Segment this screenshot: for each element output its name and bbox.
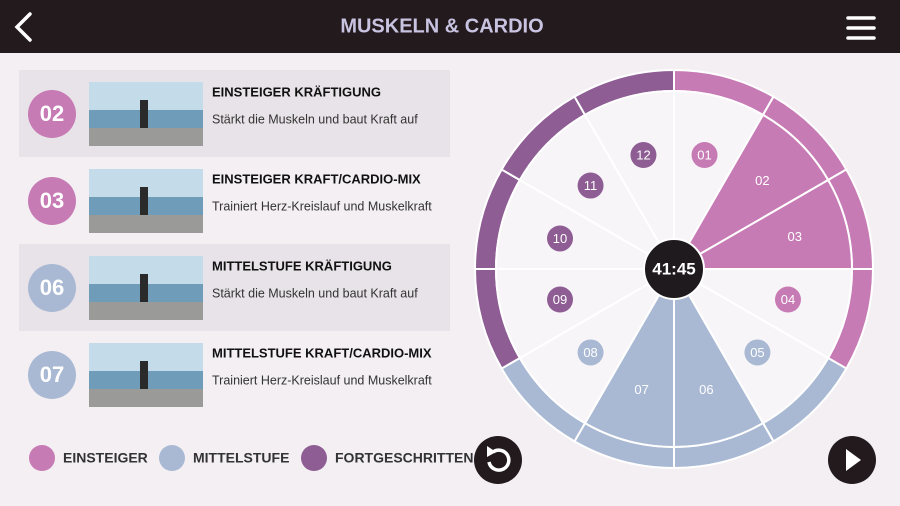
workout-item[interactable]: 07 MITTELSTUFE KRAFT/CARDIO-MIX Trainiert … bbox=[19, 331, 450, 418]
wheel-segment[interactable] bbox=[670, 178, 854, 270]
header-title: MUSKELN & CARDIO bbox=[340, 15, 543, 37]
wheel-segment[interactable] bbox=[583, 265, 675, 449]
item-subtitle: Stärkt die Muskeln und baut Kraft auf bbox=[212, 112, 418, 126]
legend-dot bbox=[159, 445, 185, 471]
play-button[interactable] bbox=[828, 436, 876, 484]
segment-badge bbox=[774, 286, 801, 313]
legend-label: MITTELSTUFE bbox=[193, 450, 289, 466]
segment-number: 02 bbox=[755, 173, 769, 188]
timer-circle bbox=[643, 238, 705, 300]
segment-badge bbox=[577, 172, 604, 199]
segment-number: 01 bbox=[697, 147, 711, 162]
item-title: MITTELSTUFE KRÄFTIGUNG bbox=[212, 258, 392, 273]
segment-number: 05 bbox=[750, 345, 764, 360]
workout-item[interactable]: 06 MITTELSTUFE KRÄFTIGUNG Stärkt die Muske… bbox=[19, 244, 450, 331]
segment-number: 09 bbox=[553, 292, 567, 307]
legend-label: EINSTEIGER bbox=[63, 450, 148, 466]
item-badge bbox=[28, 90, 76, 138]
replay-button[interactable] bbox=[474, 436, 522, 484]
segment-number: 04 bbox=[781, 292, 795, 307]
item-number: 07 bbox=[40, 362, 64, 387]
segment-badge bbox=[630, 142, 657, 169]
segment-number: 07 bbox=[634, 382, 648, 397]
legend-label: FORTGESCHRITTEN bbox=[335, 450, 473, 466]
thumb-person bbox=[140, 100, 148, 128]
item-badge bbox=[28, 264, 76, 312]
back-button[interactable] bbox=[14, 12, 32, 42]
wheel-segment[interactable] bbox=[670, 268, 854, 360]
thumb-ground bbox=[89, 389, 203, 407]
item-subtitle: Stärkt die Muskeln und baut Kraft auf bbox=[212, 286, 418, 300]
item-subtitle: Trainiert Herz-Kreislauf und Muskelkraft bbox=[212, 373, 432, 387]
item-title: EINSTEIGER KRAFT/CARDIO-MIX bbox=[212, 171, 421, 186]
wheel-segment[interactable] bbox=[673, 265, 765, 449]
wheel-segment[interactable] bbox=[671, 113, 830, 272]
thumb-person bbox=[140, 274, 148, 302]
header-bar bbox=[0, 0, 900, 53]
item-number: 03 bbox=[40, 188, 64, 213]
legend-dot bbox=[29, 445, 55, 471]
segment-number: 11 bbox=[584, 178, 598, 193]
wheel-segment[interactable] bbox=[494, 178, 678, 270]
legend-dot bbox=[301, 445, 327, 471]
wheel-segment[interactable] bbox=[583, 89, 675, 273]
item-badge bbox=[28, 351, 76, 399]
segment-badge bbox=[547, 225, 574, 252]
item-title: EINSTEIGER KRÄFTIGUNG bbox=[212, 84, 381, 99]
item-number: 06 bbox=[40, 275, 64, 300]
segment-badge bbox=[744, 339, 771, 366]
workout-item[interactable]: 03 EINSTEIGER KRAFT/CARDIO-MIX Trainiert H… bbox=[19, 157, 450, 244]
item-badge bbox=[28, 177, 76, 225]
item-number: 02 bbox=[40, 101, 64, 126]
menu-button[interactable] bbox=[846, 16, 876, 40]
thumb-ground bbox=[89, 302, 203, 320]
thumb-person bbox=[140, 361, 148, 389]
segment-badge bbox=[547, 286, 574, 313]
item-subtitle: Trainiert Herz-Kreislauf und Muskelkraft bbox=[212, 199, 432, 213]
wheel-segment[interactable] bbox=[494, 268, 678, 360]
segment-number: 10 bbox=[553, 231, 567, 246]
segment-number: 06 bbox=[699, 382, 713, 397]
thumb-ground bbox=[89, 128, 203, 146]
thumb-person bbox=[140, 187, 148, 215]
segment-number: 08 bbox=[583, 345, 597, 360]
thumb-ground bbox=[89, 215, 203, 233]
workout-item[interactable]: 02 EINSTEIGER KRÄFTIGUNG Stärkt die Muskel… bbox=[19, 70, 450, 157]
segment-badge bbox=[691, 142, 718, 169]
segment-badge bbox=[577, 339, 604, 366]
timer-text: 41:45 bbox=[652, 259, 695, 278]
wheel-segment[interactable] bbox=[673, 89, 765, 273]
segment-number: 03 bbox=[788, 229, 802, 244]
segment-number: 12 bbox=[636, 147, 650, 162]
item-title: MITTELSTUFE KRAFT/CARDIO-MIX bbox=[212, 345, 432, 360]
